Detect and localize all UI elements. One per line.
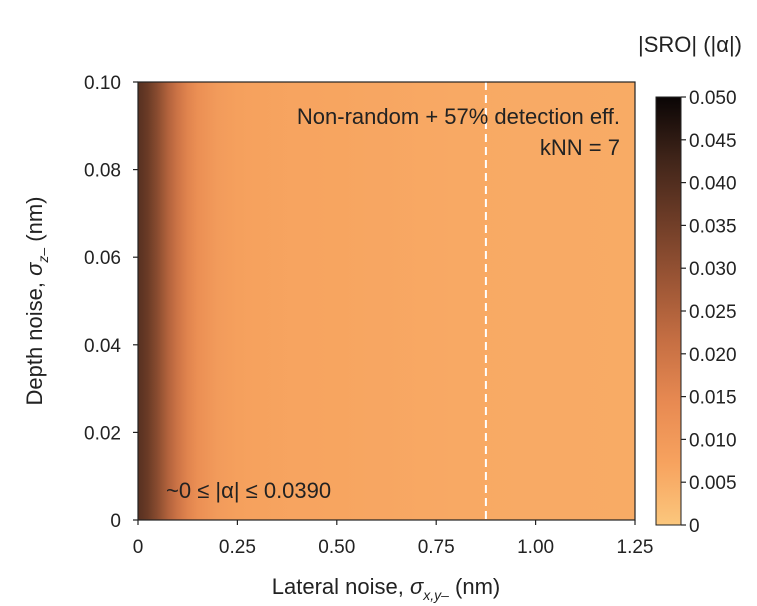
colorbar-tick-label: 0.020 <box>689 345 737 366</box>
annotation-bottom: ~0 ≤ |α| ≤ 0.0390 <box>166 478 331 503</box>
x-tick-label: 1.00 <box>517 537 554 558</box>
y-axis-title-unit: (nm) <box>22 196 47 247</box>
x-axis-title-symbol: σ <box>410 574 424 599</box>
x-axis-title-unit: (nm) <box>449 574 500 599</box>
y-axis-title-symbol: σ <box>22 262 47 276</box>
colorbar-tick-label: 0.040 <box>689 174 737 195</box>
x-tick-label: 0 <box>133 537 144 558</box>
x-tick-label: 0.25 <box>219 537 256 558</box>
colorbar-tick-label: 0.005 <box>689 473 737 494</box>
colorbar-tick-label: 0.050 <box>689 88 737 109</box>
colorbar-tick-label: 0.030 <box>689 259 737 280</box>
y-tick-label: 0.10 <box>84 73 121 94</box>
annotation-top-line1: Non-random + 57% detection eff. <box>297 104 620 129</box>
x-tick-label: 0.75 <box>418 537 455 558</box>
colorbar-tick-label: 0.025 <box>689 302 737 323</box>
colorbar-title: |SRO| (|α|) <box>638 32 742 57</box>
colorbar-ticks: 0 0.005 0.010 0.015 0.020 0.025 0.030 0.035 0.04… <box>681 88 737 537</box>
colorbar-tick-label: 0.035 <box>689 216 737 237</box>
y-tick-label: 0.02 <box>84 423 121 444</box>
colorbar-tick-label: 0.010 <box>689 430 737 451</box>
x-axis-title-subscript: x,y– <box>422 587 449 603</box>
colorbar-tick-label: 0.015 <box>689 388 737 409</box>
y-axis-ticks: 0 0.02 0.04 0.06 0.08 0.10 <box>84 73 138 532</box>
x-axis-title-main: Lateral noise, <box>272 574 410 599</box>
colorbar-tick-label: 0 <box>689 516 700 537</box>
colorbar <box>655 96 682 526</box>
plot-frame <box>137 81 636 521</box>
y-tick-label: 0.06 <box>84 248 121 269</box>
y-axis-title: Depth noise, σz– (nm) <box>22 196 51 405</box>
y-tick-label: 0.08 <box>84 161 121 182</box>
colorbar-tick-label: 0.045 <box>689 131 737 152</box>
x-tick-label: 1.25 <box>617 537 654 558</box>
annotation-top-line2: kNN = 7 <box>540 135 620 160</box>
y-tick-label: 0.04 <box>84 336 121 357</box>
heatmap-area <box>138 82 635 520</box>
y-axis-title-main: Depth noise, <box>22 276 47 406</box>
x-axis-ticks: 0 0.25 0.50 0.75 1.00 1.25 <box>133 520 654 558</box>
x-tick-label: 0.50 <box>318 537 355 558</box>
x-axis-title: Lateral noise, σx,y– (nm) <box>272 574 501 603</box>
y-axis-title-subscript: z– <box>35 248 51 264</box>
y-tick-label: 0 <box>110 511 121 532</box>
